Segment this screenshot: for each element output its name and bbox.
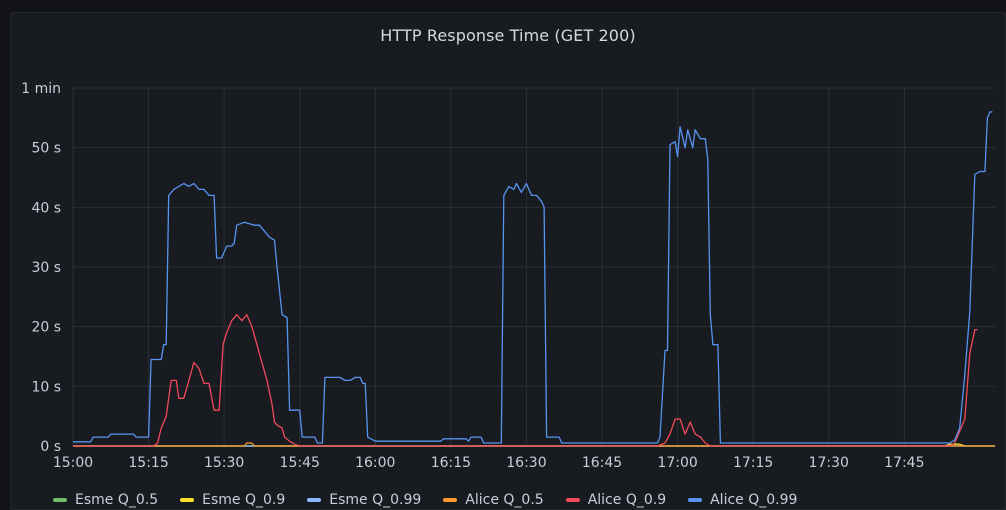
legend-label: Alice Q_0.99: [710, 492, 798, 508]
x-tick-label: 17:45: [884, 455, 924, 471]
legend-item[interactable]: Esme Q_0.9: [180, 492, 285, 508]
legend-label: Esme Q_0.9: [202, 492, 286, 508]
legend-swatch: [688, 498, 703, 502]
legend-item[interactable]: Alice Q_0.5: [443, 492, 544, 508]
y-tick-label: 10 s: [31, 379, 61, 395]
panel-title: HTTP Response Time (GET 200): [380, 26, 636, 45]
series-line: [73, 111, 993, 444]
x-tick-label: 17:30: [809, 455, 849, 471]
legend-swatch: [180, 498, 195, 502]
y-tick-label: 40 s: [31, 200, 61, 216]
x-tick-label: 16:30: [506, 455, 546, 471]
series-line: [73, 314, 978, 447]
x-tick-label: 15:30: [204, 455, 244, 471]
chart-panel: HTTP Response Time (GET 200) 0 s 10 s 20 s…: [10, 12, 1006, 510]
legend-swatch: [53, 498, 67, 502]
legend-item[interactable]: Alice Q_0.99: [688, 492, 797, 508]
legend-swatch: [443, 498, 458, 502]
chart-area: 0 s 10 s 20 s 30 s 40 s 50 s 1 min 15:00 15:15 15…: [21, 81, 995, 471]
y-tick-label: 50 s: [31, 141, 61, 157]
x-tick-label: 16:45: [582, 455, 622, 471]
legend-label: Esme Q_0.99: [329, 492, 422, 508]
legend-item[interactable]: Esme Q_0.99: [307, 492, 421, 508]
x-tick-label: 16:15: [431, 455, 471, 471]
y-tick-label: 1 min: [21, 81, 61, 97]
legend-item[interactable]: Alice Q_0.9: [565, 492, 667, 508]
y-tick-label: 30 s: [31, 260, 61, 276]
legend: Esme Q_0.5 Esme Q_0.9 Esme Q_0.99 Alice Q_0…: [53, 492, 819, 508]
legend-swatch: [307, 498, 322, 502]
x-tick-label: 17:15: [733, 455, 773, 471]
y-tick-label: 0 s: [40, 439, 61, 455]
x-tick-label: 15:15: [128, 455, 168, 471]
legend-label: Alice Q_0.5: [465, 492, 544, 508]
x-tick-label: 16:00: [355, 455, 395, 471]
legend-swatch: [565, 498, 580, 502]
y-tick-label: 20 s: [31, 320, 61, 336]
legend-label: Alice Q_0.9: [587, 492, 667, 508]
x-tick-label: 15:00: [53, 455, 93, 471]
legend-item[interactable]: Esme Q_0.5: [53, 492, 158, 508]
x-tick-label: 17:00: [657, 455, 697, 471]
legend-label: Esme Q_0.5: [75, 492, 159, 508]
x-tick-label: 15:45: [280, 455, 320, 471]
